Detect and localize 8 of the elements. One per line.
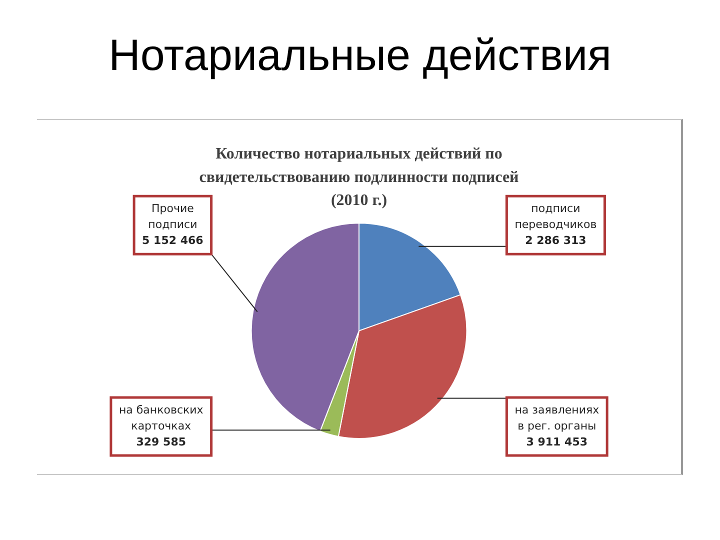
slice-label: Прочие подписи <box>148 202 198 231</box>
chart-title: Нотариальные действия <box>108 30 612 82</box>
data-label: 2 286 313 <box>525 234 586 247</box>
data-label: 329 585 <box>136 435 186 448</box>
data-label: 3 911 453 <box>526 435 588 448</box>
data-label: 5 152 466 <box>142 234 204 247</box>
slice-label: на заявлениях в рег. органы <box>514 403 600 432</box>
slice-label: на банковских карточках <box>118 403 204 432</box>
